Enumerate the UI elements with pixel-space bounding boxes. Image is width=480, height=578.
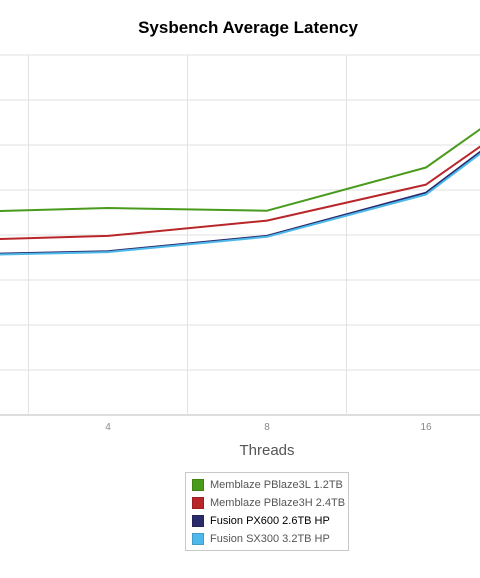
- x-tick-label: 4: [105, 422, 111, 433]
- grid-lines: [0, 54, 480, 416]
- legend-item[interactable]: Fusion PX600 2.6TB HP: [186, 512, 348, 530]
- legend-swatch: [192, 479, 204, 491]
- legend: Memblaze PBlaze3L 1.2TB Memblaze PBlaze3H…: [185, 472, 349, 551]
- legend-label: Memblaze PBlaze3L 1.2TB: [210, 479, 343, 491]
- legend-label: Fusion PX600 2.6TB HP: [210, 515, 330, 527]
- series-lines: [0, 128, 480, 256]
- chart-title: Sysbench Average Latency: [138, 18, 358, 37]
- x-tick-label: 8: [264, 422, 270, 433]
- series-line-memblaze-pblaze3l-1-2tb: [0, 128, 480, 213]
- x-axis-label: Threads: [239, 442, 294, 459]
- legend-swatch: [192, 515, 204, 527]
- series-line-fusion-sx300-3-2tb-hp: [0, 152, 480, 256]
- legend-item[interactable]: Memblaze PBlaze3L 1.2TB: [186, 476, 348, 494]
- legend-swatch: [192, 497, 204, 509]
- x-tick-labels: 4 8 16: [105, 422, 432, 433]
- legend-label: Fusion SX300 3.2TB HP: [210, 533, 330, 545]
- legend-item[interactable]: Fusion SX300 3.2TB HP: [186, 530, 348, 548]
- legend-swatch: [192, 533, 204, 545]
- legend-item[interactable]: Memblaze PBlaze3H 2.4TB: [186, 494, 348, 512]
- legend-label: Memblaze PBlaze3H 2.4TB: [210, 497, 346, 509]
- series-line-memblaze-pblaze3h-2-4tb: [0, 145, 480, 240]
- x-tick-label: 16: [420, 422, 432, 433]
